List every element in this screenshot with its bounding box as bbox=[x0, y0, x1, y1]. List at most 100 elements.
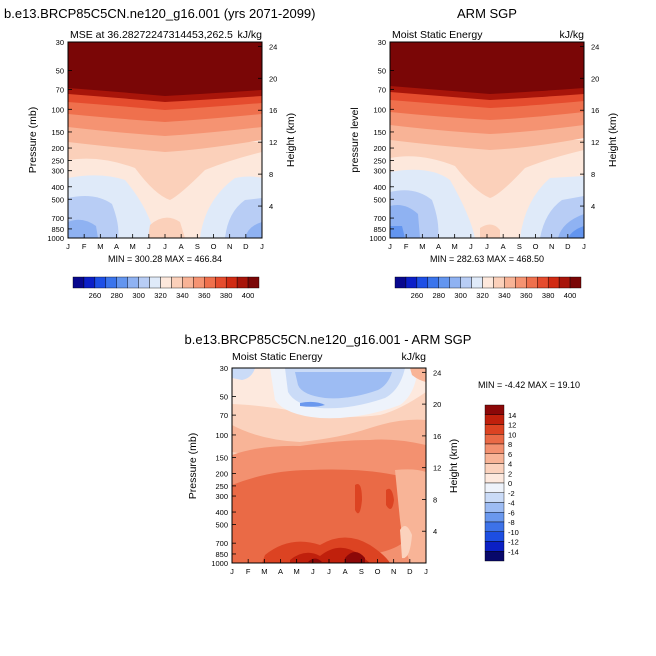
ytick-label: 50 bbox=[378, 67, 386, 76]
colorbar-swatch bbox=[204, 276, 216, 289]
xtick-label: D bbox=[243, 242, 249, 251]
panel-model-title: b.e13.BRCP85C5CN.ne120_g16.001 (yrs 2071… bbox=[4, 6, 315, 21]
panel-obs-field bbox=[390, 42, 584, 238]
colorbar-swatch bbox=[482, 276, 494, 289]
xtick-label: O bbox=[211, 242, 217, 251]
ytick-label: 300 bbox=[51, 167, 64, 176]
colorbar-label: 360 bbox=[520, 291, 533, 300]
colorbar-swatch bbox=[484, 453, 505, 464]
colorbar-swatch bbox=[427, 276, 439, 289]
colorbar-swatch bbox=[484, 551, 505, 562]
xtick-label: S bbox=[195, 242, 200, 251]
xtick-label: J bbox=[424, 567, 428, 576]
panel-model-colorbar: 260 280 300 320 340 360 380 400 bbox=[72, 276, 260, 300]
xtick-label: J bbox=[388, 242, 392, 251]
ytick-label: 100 bbox=[51, 105, 64, 114]
colorbar-swatch bbox=[182, 276, 194, 289]
xtick-label: J bbox=[230, 567, 234, 576]
colorbar-swatch bbox=[149, 276, 161, 289]
colorbar-label: -4 bbox=[508, 499, 515, 508]
xtick-label: A bbox=[501, 242, 506, 251]
panel-obs-subtitle: Moist Static Energy bbox=[392, 29, 483, 41]
panel-obs-ylabel-right: Height (km) bbox=[607, 113, 619, 167]
xtick-label: F bbox=[404, 242, 409, 251]
ytick-label: 200 bbox=[51, 144, 64, 153]
ytick-label: 500 bbox=[373, 195, 386, 204]
panel-model-field bbox=[68, 42, 262, 238]
panel-diff-field bbox=[232, 368, 426, 563]
ytick-label: 200 bbox=[373, 144, 386, 153]
panel-obs-ylabel: pressure level bbox=[349, 107, 361, 172]
panel-diff-ylabel-right: Height (km) bbox=[448, 439, 460, 493]
ytick-right-label: 20 bbox=[269, 74, 277, 83]
ytick-label: 700 bbox=[215, 539, 228, 548]
ytick-right-label: 4 bbox=[591, 202, 595, 211]
colorbar-swatch bbox=[471, 276, 483, 289]
colorbar-label: 380 bbox=[542, 291, 555, 300]
xtick-label: A bbox=[436, 242, 441, 251]
xtick-label: A bbox=[114, 242, 119, 251]
colorbar-label: 8 bbox=[508, 440, 512, 449]
ytick-label: 100 bbox=[215, 431, 228, 440]
colorbar-label: 14 bbox=[508, 411, 516, 420]
ytick-right-label: 12 bbox=[433, 464, 441, 473]
xtick-label: A bbox=[343, 567, 348, 576]
ytick-right-label: 4 bbox=[269, 202, 273, 211]
colorbar-label: -14 bbox=[508, 547, 519, 556]
panel-diff-title: b.e13.BRCP85C5CN.ne120_g16.001 - ARM SGP bbox=[185, 332, 472, 347]
colorbar-label: 360 bbox=[198, 291, 211, 300]
colorbar-label: -8 bbox=[508, 518, 515, 527]
colorbar-label: 0 bbox=[508, 479, 512, 488]
ytick-right-label: 8 bbox=[433, 495, 437, 504]
colorbar-swatch bbox=[171, 276, 183, 289]
ytick-label: 850 bbox=[51, 225, 64, 234]
xtick-label: J bbox=[147, 242, 151, 251]
colorbar-swatch bbox=[484, 434, 505, 445]
ytick-label: 400 bbox=[215, 508, 228, 517]
xtick-label: J bbox=[66, 242, 70, 251]
ytick-right-label: 16 bbox=[433, 432, 441, 441]
colorbar-swatch bbox=[569, 276, 582, 289]
colorbar-swatch bbox=[105, 276, 117, 289]
colorbar-swatch bbox=[247, 276, 260, 289]
ytick-right-label: 24 bbox=[591, 42, 599, 51]
colorbar-label: 260 bbox=[411, 291, 424, 300]
colorbar-swatch bbox=[225, 276, 238, 289]
colorbar-label: 340 bbox=[498, 291, 511, 300]
ytick-right-label: 12 bbox=[269, 138, 277, 147]
panel-model-ylabel-right: Height (km) bbox=[285, 113, 297, 167]
colorbar-swatch bbox=[116, 276, 128, 289]
colorbar-swatch bbox=[193, 276, 205, 289]
ytick-label: 150 bbox=[215, 454, 228, 463]
colorbar-label: 320 bbox=[476, 291, 489, 300]
ytick-right-label: 4 bbox=[433, 527, 437, 536]
ytick-label: 250 bbox=[373, 157, 386, 166]
panel-obs-title: ARM SGP bbox=[457, 6, 517, 21]
ytick-label: 400 bbox=[373, 183, 386, 192]
xtick-label: M bbox=[452, 242, 458, 251]
colorbar-swatch bbox=[83, 276, 96, 289]
xtick-label: F bbox=[82, 242, 87, 251]
ytick-label: 250 bbox=[51, 157, 64, 166]
colorbar-label: 6 bbox=[508, 450, 512, 459]
colorbar-swatch bbox=[236, 276, 249, 289]
colorbar-swatch bbox=[484, 463, 505, 474]
ytick-right-label: 20 bbox=[591, 74, 599, 83]
colorbar-swatch bbox=[460, 276, 472, 289]
ytick-right-label: 8 bbox=[591, 170, 595, 179]
ytick-label: 700 bbox=[373, 214, 386, 223]
ytick-label: 70 bbox=[220, 411, 228, 420]
colorbar-swatch bbox=[515, 276, 527, 289]
xtick-label: A bbox=[179, 242, 184, 251]
colorbar-label: -2 bbox=[508, 489, 515, 498]
ytick-label: 100 bbox=[373, 105, 386, 114]
colorbar-label: 280 bbox=[111, 291, 124, 300]
colorbar-label: 400 bbox=[242, 291, 255, 300]
panel-model-units: kJ/kg bbox=[237, 29, 262, 41]
ytick-label: 850 bbox=[373, 225, 386, 234]
colorbar-label: 340 bbox=[176, 291, 189, 300]
panel-obs: ARM SGP Moist Static Energy kJ/kg pressu… bbox=[349, 6, 619, 300]
colorbar-swatch bbox=[547, 276, 560, 289]
colorbar-label: 300 bbox=[132, 291, 145, 300]
